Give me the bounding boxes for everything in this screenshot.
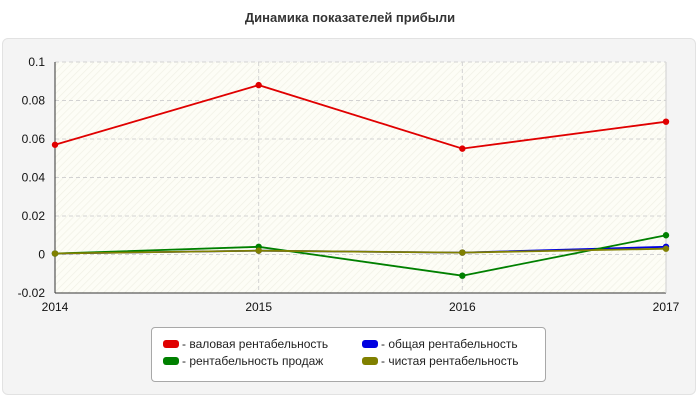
- legend-swatch: [163, 340, 179, 348]
- legend-swatch: [362, 357, 378, 365]
- x-tick-label: 2014: [42, 300, 69, 314]
- legend-item: - чистая рентабельность: [362, 354, 518, 368]
- legend-item: - валовая рентабельность: [163, 337, 328, 351]
- data-point: [255, 247, 262, 254]
- legend-label: - валовая рентабельность: [182, 337, 329, 351]
- data-point: [459, 145, 466, 152]
- data-point: [459, 272, 466, 279]
- legend-label: - общая рентабельность: [381, 337, 518, 351]
- chart-title: Динамика показателей прибыли: [244, 10, 456, 25]
- x-tick-label: 2015: [245, 300, 272, 314]
- data-point: [662, 118, 670, 125]
- y-tick-label: 0.04: [22, 171, 46, 185]
- data-point: [459, 249, 466, 256]
- y-tick-label: 0.1: [28, 55, 45, 69]
- legend-item: - общая рентабельность: [362, 337, 518, 351]
- data-point: [662, 232, 670, 239]
- series-line: [54, 247, 667, 255]
- series-line: [54, 234, 667, 277]
- legend-label: - рентабельность продаж: [182, 354, 324, 368]
- data-point: [51, 141, 59, 148]
- data-point: [51, 250, 59, 257]
- x-tick-label: 2016: [449, 300, 476, 314]
- legend-item: - рентабельность продаж: [163, 354, 323, 368]
- y-tick-label: -0.02: [18, 286, 46, 300]
- y-tick-label: 0.06: [22, 132, 46, 146]
- legend-swatch: [362, 340, 378, 348]
- series-line: [54, 84, 667, 150]
- chart-legend: - валовая рентабельность - общая рентабе…: [151, 327, 546, 382]
- x-tick-label: 2017: [653, 300, 680, 314]
- y-tick-label: 0.02: [22, 209, 46, 223]
- data-point: [255, 81, 262, 89]
- data-point: [662, 245, 670, 252]
- legend-label: - чистая рентабельность: [381, 354, 519, 368]
- y-tick-label: 0: [38, 248, 45, 262]
- legend-swatch: [163, 357, 179, 365]
- y-tick-label: 0.08: [22, 94, 46, 108]
